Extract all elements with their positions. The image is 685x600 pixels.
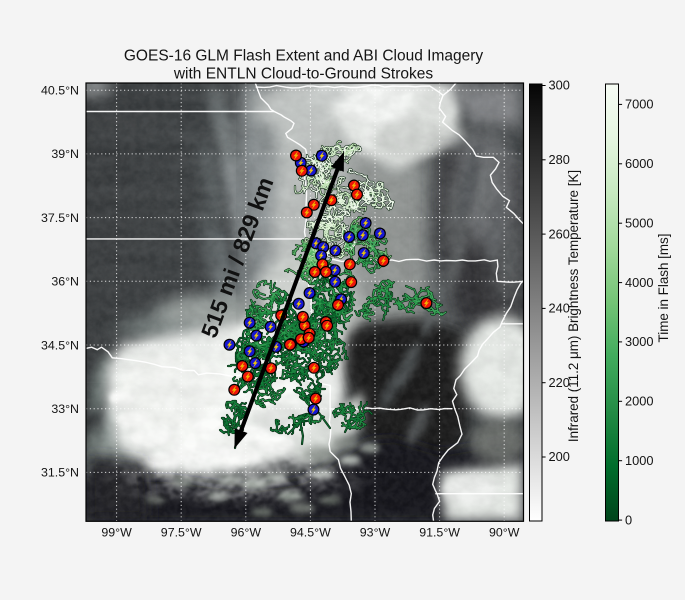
svg-text:2000: 2000 [625, 394, 653, 409]
svg-text:200: 200 [549, 449, 570, 464]
svg-text:7000: 7000 [625, 97, 653, 112]
svg-text:96°W: 96°W [231, 526, 262, 540]
svg-text:5000: 5000 [625, 215, 653, 230]
svg-text:0: 0 [625, 512, 632, 527]
svg-text:6000: 6000 [625, 156, 653, 171]
svg-text:300: 300 [549, 78, 570, 93]
svg-text:39°N: 39°N [51, 147, 79, 161]
svg-text:34.5°N: 34.5°N [41, 338, 79, 352]
svg-text:37.5°N: 37.5°N [41, 211, 79, 225]
svg-text:31.5°N: 31.5°N [41, 466, 79, 480]
svg-text:with ENTLN Cloud-to-Ground Str: with ENTLN Cloud-to-Ground Strokes [173, 65, 434, 82]
svg-text:GOES-16 GLM Flash Extent and A: GOES-16 GLM Flash Extent and ABI Cloud I… [124, 47, 483, 64]
svg-text:97.5°W: 97.5°W [161, 526, 202, 540]
svg-text:260: 260 [549, 226, 570, 241]
svg-text:Infrared (11.2 μm) Brightness: Infrared (11.2 μm) Brightness Temperatur… [566, 170, 581, 442]
svg-text:3000: 3000 [625, 334, 653, 349]
svg-text:4000: 4000 [625, 275, 653, 290]
svg-text:94.5°W: 94.5°W [290, 526, 331, 540]
svg-text:Time in Flash [ms]: Time in Flash [ms] [656, 234, 671, 343]
svg-text:240: 240 [549, 301, 570, 316]
svg-text:93°W: 93°W [360, 526, 391, 540]
svg-text:1000: 1000 [625, 453, 653, 468]
svg-text:280: 280 [549, 152, 570, 167]
svg-text:220: 220 [549, 375, 570, 390]
svg-text:33°N: 33°N [51, 402, 79, 416]
svg-text:36°N: 36°N [51, 275, 79, 289]
svg-text:91.5°W: 91.5°W [419, 526, 460, 540]
svg-text:90°W: 90°W [489, 526, 520, 540]
svg-text:99°W: 99°W [101, 526, 132, 540]
svg-text:40.5°N: 40.5°N [41, 84, 79, 98]
